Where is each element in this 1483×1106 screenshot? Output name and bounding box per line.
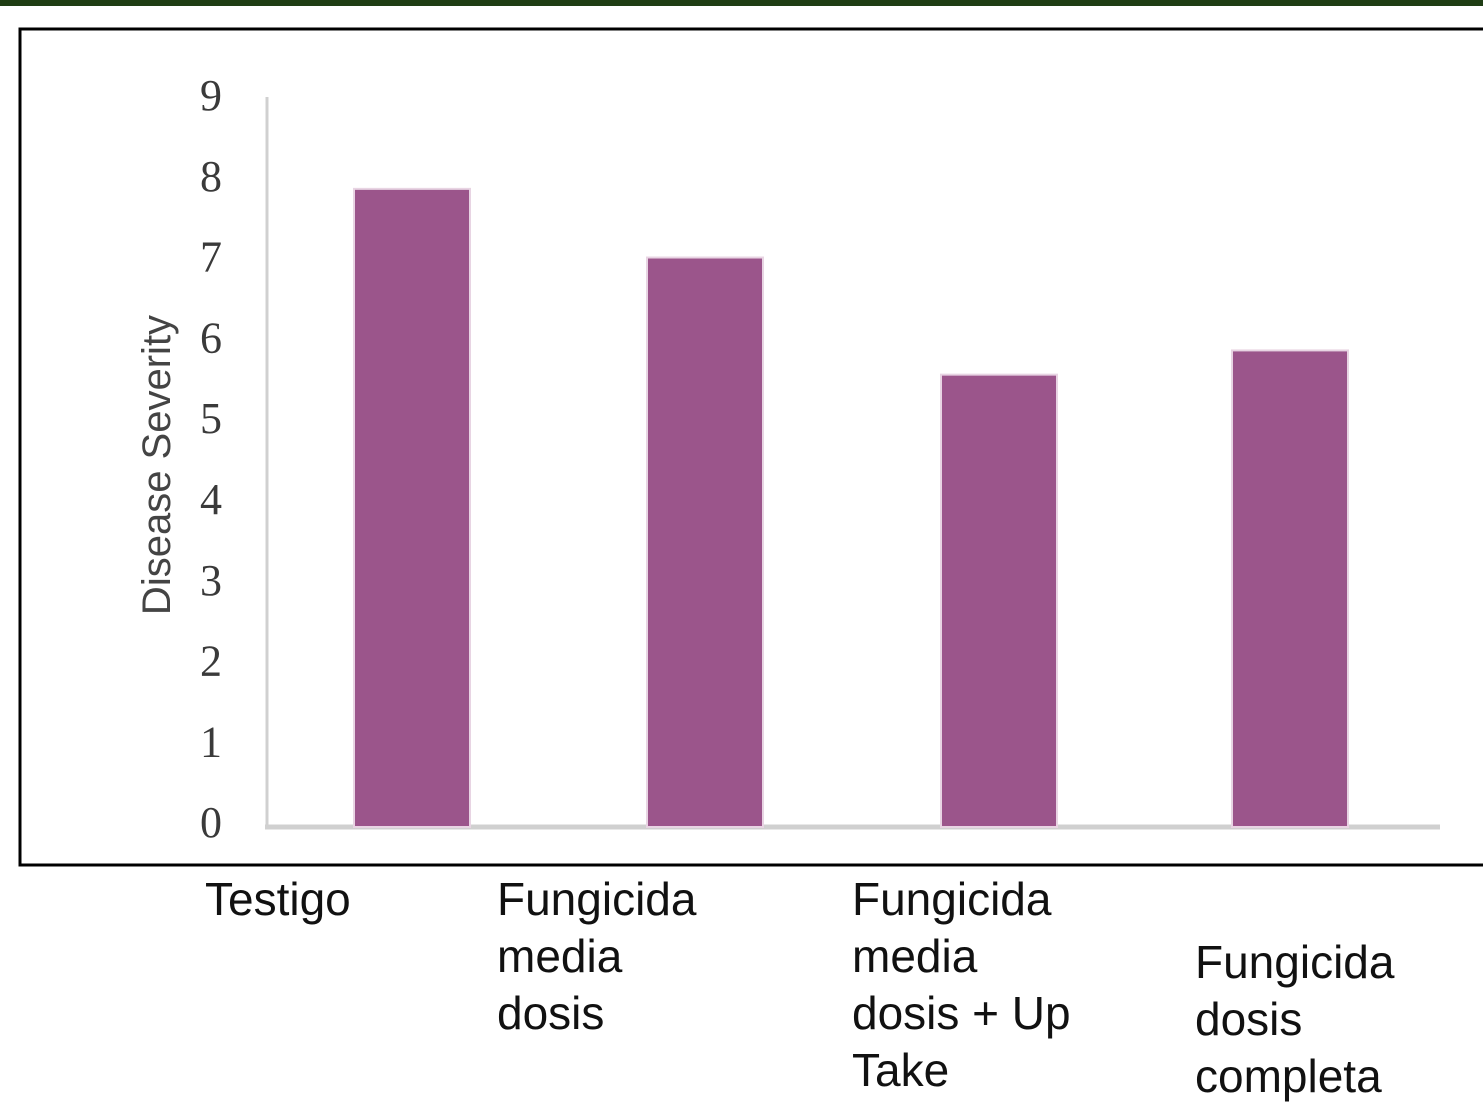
x-tick-label: Fungicida media dosis (497, 873, 697, 1039)
bar (646, 256, 764, 828)
y-tick-label: 1 (200, 717, 222, 766)
x-tick-label: Fungicida media dosis + Up Take (852, 873, 1071, 1096)
y-tick-label: 4 (200, 475, 222, 524)
y-tick-label: 8 (200, 152, 222, 201)
y-tick-label: 0 (200, 798, 222, 847)
y-tick-label: 5 (200, 394, 222, 443)
bar (1231, 349, 1349, 828)
y-tick-label: 7 (200, 233, 222, 282)
x-tick-label: Fungicida dosis completa (1195, 936, 1395, 1102)
x-tick-label: Testigo (205, 873, 351, 925)
top-border (0, 0, 1483, 6)
y-tick-label: 6 (200, 313, 222, 362)
y-axis-title: Disease Severity (135, 315, 179, 615)
y-tick-label: 3 (200, 556, 222, 605)
bar (353, 187, 471, 829)
bar (940, 373, 1058, 828)
y-tick-label: 9 (200, 71, 222, 120)
y-tick-label: 2 (200, 637, 222, 686)
